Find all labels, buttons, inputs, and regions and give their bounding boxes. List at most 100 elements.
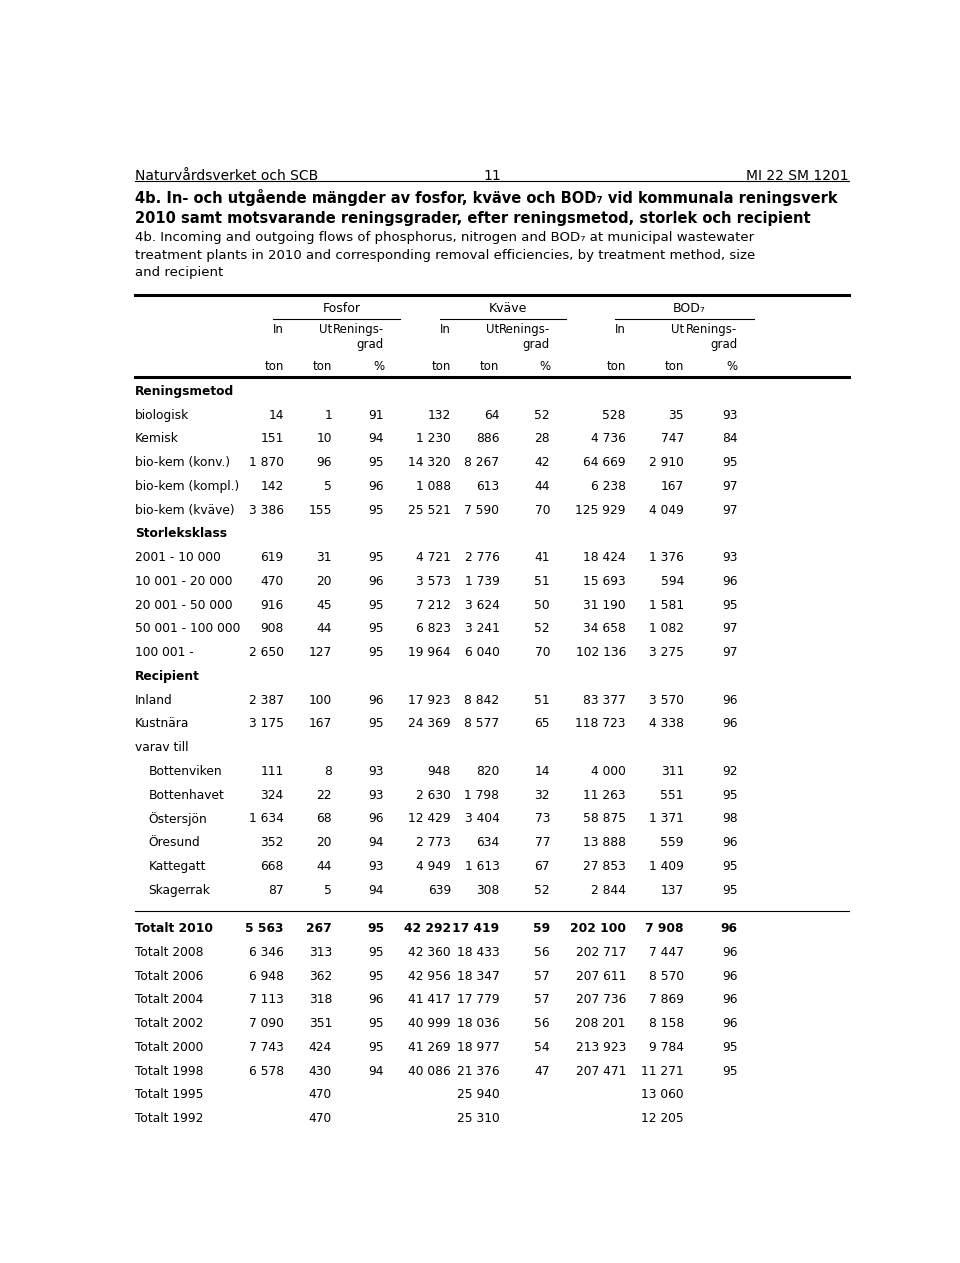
Text: 207 471: 207 471	[576, 1065, 626, 1077]
Text: 11: 11	[483, 169, 501, 183]
Text: 22: 22	[317, 788, 332, 802]
Text: biologisk: biologisk	[134, 409, 189, 422]
Text: 125 929: 125 929	[575, 504, 626, 517]
Text: 202 717: 202 717	[576, 946, 626, 959]
Text: 54: 54	[535, 1041, 550, 1053]
Text: 28: 28	[535, 432, 550, 446]
Text: 14 320: 14 320	[408, 456, 451, 469]
Text: 94: 94	[369, 884, 384, 897]
Text: 1: 1	[324, 409, 332, 422]
Text: 18 977: 18 977	[457, 1041, 499, 1053]
Text: 100 001 -: 100 001 -	[134, 647, 194, 659]
Text: 57: 57	[535, 970, 550, 983]
Text: 127: 127	[309, 647, 332, 659]
Text: 96: 96	[369, 575, 384, 587]
Text: ton: ton	[480, 360, 499, 373]
Text: 100: 100	[309, 693, 332, 706]
Text: Storleksklass: Storleksklass	[134, 528, 227, 541]
Text: 155: 155	[308, 504, 332, 517]
Text: Recipient: Recipient	[134, 669, 200, 683]
Text: 11 271: 11 271	[641, 1065, 684, 1077]
Text: 52: 52	[535, 884, 550, 897]
Text: %: %	[373, 360, 384, 373]
Text: 97: 97	[722, 647, 737, 659]
Text: 7 212: 7 212	[417, 599, 451, 611]
Text: 18 347: 18 347	[457, 970, 499, 983]
Text: 3 386: 3 386	[249, 504, 284, 517]
Text: 57: 57	[535, 994, 550, 1007]
Text: 56: 56	[535, 946, 550, 959]
Text: 8 570: 8 570	[649, 970, 684, 983]
Text: 41: 41	[535, 551, 550, 565]
Text: 68: 68	[317, 812, 332, 825]
Text: Skagerrak: Skagerrak	[148, 884, 210, 897]
Text: 96: 96	[722, 575, 737, 587]
Text: 9 784: 9 784	[649, 1041, 684, 1053]
Text: 87: 87	[268, 884, 284, 897]
Text: 52: 52	[535, 409, 550, 422]
Text: 95: 95	[722, 599, 737, 611]
Text: 2001 - 10 000: 2001 - 10 000	[134, 551, 221, 565]
Text: 84: 84	[722, 432, 737, 446]
Text: 7 113: 7 113	[249, 994, 284, 1007]
Text: 2 910: 2 910	[649, 456, 684, 469]
Text: Totalt 2010: Totalt 2010	[134, 922, 213, 935]
Text: 70: 70	[535, 504, 550, 517]
Text: 18 433: 18 433	[457, 946, 499, 959]
Text: 17 779: 17 779	[457, 994, 499, 1007]
Text: 7 869: 7 869	[649, 994, 684, 1007]
Text: 18 424: 18 424	[583, 551, 626, 565]
Text: Kustnära: Kustnära	[134, 717, 189, 730]
Text: 50: 50	[535, 599, 550, 611]
Text: 2 776: 2 776	[465, 551, 499, 565]
Text: 4 049: 4 049	[649, 504, 684, 517]
Text: 8: 8	[324, 765, 332, 778]
Text: 207 611: 207 611	[576, 970, 626, 983]
Text: 25 310: 25 310	[457, 1113, 499, 1125]
Text: 95: 95	[722, 788, 737, 802]
Text: 14: 14	[268, 409, 284, 422]
Text: BOD₇: BOD₇	[673, 302, 706, 316]
Text: 1 088: 1 088	[416, 480, 451, 493]
Text: 6 578: 6 578	[249, 1065, 284, 1077]
Text: 95: 95	[369, 456, 384, 469]
Text: Ut: Ut	[486, 323, 499, 336]
Text: ton: ton	[264, 360, 284, 373]
Text: 208 201: 208 201	[575, 1017, 626, 1031]
Text: 95: 95	[722, 884, 737, 897]
Text: MI 22 SM 1201: MI 22 SM 1201	[747, 169, 849, 183]
Text: 47: 47	[535, 1065, 550, 1077]
Text: Renings-
grad: Renings- grad	[333, 323, 384, 351]
Text: 44: 44	[317, 860, 332, 873]
Text: 42 360: 42 360	[408, 946, 451, 959]
Text: 40 086: 40 086	[408, 1065, 451, 1077]
Text: 1 870: 1 870	[249, 456, 284, 469]
Text: 10: 10	[317, 432, 332, 446]
Text: 31: 31	[317, 551, 332, 565]
Text: 118 723: 118 723	[575, 717, 626, 730]
Text: 6 040: 6 040	[465, 647, 499, 659]
Text: 95: 95	[369, 623, 384, 635]
Text: 202 100: 202 100	[570, 922, 626, 935]
Text: 313: 313	[309, 946, 332, 959]
Text: 70: 70	[535, 647, 550, 659]
Text: 95: 95	[722, 1041, 737, 1053]
Text: Totalt 2000: Totalt 2000	[134, 1041, 204, 1053]
Text: 95: 95	[369, 599, 384, 611]
Text: Fosfor: Fosfor	[323, 302, 360, 316]
Text: 619: 619	[260, 551, 284, 565]
Text: 42 956: 42 956	[408, 970, 451, 983]
Text: 73: 73	[535, 812, 550, 825]
Text: 886: 886	[476, 432, 499, 446]
Text: 40 999: 40 999	[408, 1017, 451, 1031]
Text: 95: 95	[722, 456, 737, 469]
Text: 4 338: 4 338	[649, 717, 684, 730]
Text: Renings-
grad: Renings- grad	[686, 323, 737, 351]
Text: bio-kem (konv.): bio-kem (konv.)	[134, 456, 230, 469]
Text: Totalt 2006: Totalt 2006	[134, 970, 204, 983]
Text: 4 721: 4 721	[417, 551, 451, 565]
Text: 948: 948	[428, 765, 451, 778]
Text: 4b. Incoming and outgoing flows of phosphorus, nitrogen and BOD₇ at municipal wa: 4b. Incoming and outgoing flows of phosp…	[134, 231, 756, 279]
Text: Bottenviken: Bottenviken	[148, 765, 222, 778]
Text: 96: 96	[369, 994, 384, 1007]
